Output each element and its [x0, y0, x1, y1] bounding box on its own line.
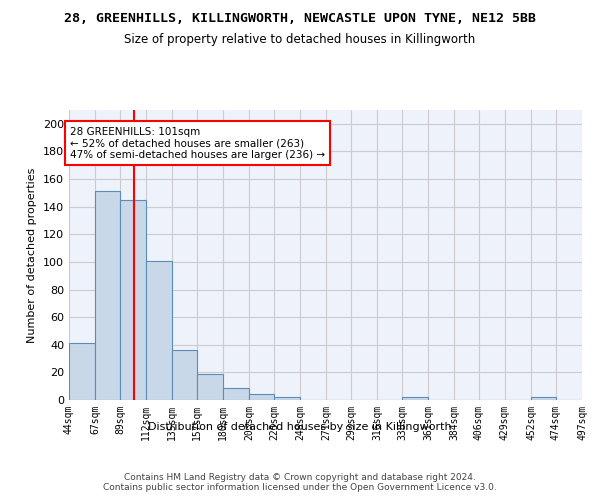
Bar — [146, 260, 172, 400]
Bar — [197, 374, 223, 400]
Bar — [172, 350, 197, 400]
Bar — [531, 397, 556, 400]
Bar — [249, 394, 274, 400]
Bar — [223, 388, 249, 400]
Bar — [69, 344, 95, 400]
Text: Contains HM Land Registry data © Crown copyright and database right 2024.
Contai: Contains HM Land Registry data © Crown c… — [103, 472, 497, 492]
Bar — [120, 200, 146, 400]
Bar — [95, 192, 120, 400]
Text: Distribution of detached houses by size in Killingworth: Distribution of detached houses by size … — [148, 422, 452, 432]
Text: 28, GREENHILLS, KILLINGWORTH, NEWCASTLE UPON TYNE, NE12 5BB: 28, GREENHILLS, KILLINGWORTH, NEWCASTLE … — [64, 12, 536, 26]
Bar — [402, 397, 428, 400]
Y-axis label: Number of detached properties: Number of detached properties — [28, 168, 37, 342]
Text: Size of property relative to detached houses in Killingworth: Size of property relative to detached ho… — [124, 32, 476, 46]
Text: 28 GREENHILLS: 101sqm
← 52% of detached houses are smaller (263)
47% of semi-det: 28 GREENHILLS: 101sqm ← 52% of detached … — [70, 126, 325, 160]
Bar — [274, 397, 300, 400]
